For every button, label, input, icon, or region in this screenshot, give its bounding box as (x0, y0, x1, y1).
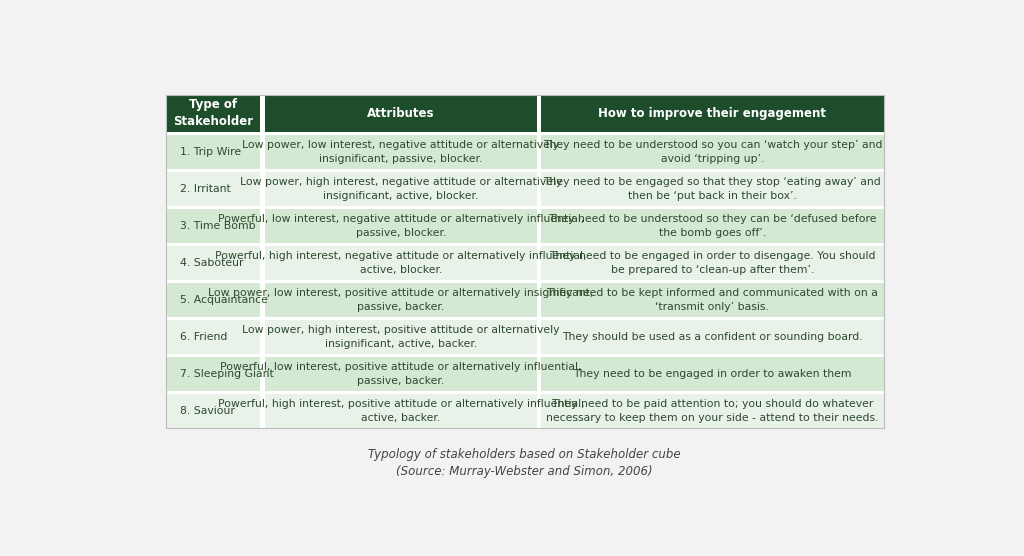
Bar (265, 135, 537, 169)
Bar (265, 357, 537, 391)
Text: 3. Time Bomb: 3. Time Bomb (180, 221, 256, 231)
Bar (542, 135, 884, 169)
Bar (542, 246, 884, 280)
Bar (542, 208, 884, 243)
Text: 2. Irritant: 2. Irritant (180, 184, 231, 194)
Bar (166, 95, 884, 429)
Text: 8. Saviour: 8. Saviour (180, 406, 236, 416)
Text: They need to be kept informed and communicated with on a
‘transmit only’ basis.: They need to be kept informed and commun… (547, 288, 879, 312)
Text: They need to be understood so you can ‘watch your step’ and
avoid ‘tripping up’.: They need to be understood so you can ‘w… (543, 140, 882, 163)
Text: Low power, high interest, positive attitude or alternatively
insignificant, acti: Low power, high interest, positive attit… (242, 325, 559, 349)
Text: They need to be understood so they can be ‘defused before
the bomb goes off’.: They need to be understood so they can b… (548, 214, 877, 238)
Bar (542, 172, 884, 206)
Text: Type of
Stakeholder: Type of Stakeholder (173, 98, 253, 128)
Bar (265, 283, 537, 317)
Text: Powerful, low interest, positive attitude or alternatively influential,
passive,: Powerful, low interest, positive attitud… (220, 363, 582, 386)
Text: Low power, high interest, negative attitude or alternatively
insignificant, acti: Low power, high interest, negative attit… (240, 177, 562, 201)
Bar (542, 95, 884, 132)
Bar (166, 172, 260, 206)
Text: 1. Trip Wire: 1. Trip Wire (180, 147, 242, 157)
Bar (166, 320, 260, 354)
Text: (Source: Murray-Webster and Simon, 2006): (Source: Murray-Webster and Simon, 2006) (396, 465, 653, 478)
Text: 7. Sleeping Giant: 7. Sleeping Giant (180, 369, 274, 379)
Bar (542, 320, 884, 354)
Text: How to improve their engagement: How to improve their engagement (598, 107, 826, 120)
Bar (166, 95, 260, 132)
Bar (265, 208, 537, 243)
Bar (166, 135, 260, 169)
Bar (166, 95, 884, 429)
Bar (542, 283, 884, 317)
Bar (265, 394, 537, 429)
Text: 4. Saboteur: 4. Saboteur (180, 258, 244, 268)
Text: Powerful, high interest, positive attitude or alternatively influential,
active,: Powerful, high interest, positive attitu… (217, 399, 584, 423)
Bar (265, 172, 537, 206)
Text: 5. Acquaintance: 5. Acquaintance (180, 295, 268, 305)
Text: They need to be engaged so that they stop ‘eating away’ and
then be ‘put back in: They need to be engaged so that they sto… (544, 177, 882, 201)
Bar (265, 246, 537, 280)
Bar (166, 357, 260, 391)
Bar (166, 283, 260, 317)
Text: Powerful, low interest, negative attitude or alternatively influential,
passive,: Powerful, low interest, negative attitud… (218, 214, 584, 238)
Bar (542, 394, 884, 429)
Bar (265, 95, 537, 132)
Text: They should be used as a confident or sounding board.: They should be used as a confident or so… (562, 332, 862, 342)
Text: Low power, low interest, negative attitude or alternatively
insignificant, passi: Low power, low interest, negative attitu… (243, 140, 559, 163)
Text: Powerful, high interest, negative attitude or alternatively influential,
active,: Powerful, high interest, negative attitu… (215, 251, 587, 275)
Bar (542, 357, 884, 391)
Text: They need to be engaged in order to awaken them: They need to be engaged in order to awak… (573, 369, 852, 379)
Bar (166, 394, 260, 429)
Bar (166, 208, 260, 243)
Text: Typology of stakeholders based on Stakeholder cube: Typology of stakeholders based on Stakeh… (369, 448, 681, 461)
Text: They need to be engaged in order to disengage. You should
be prepared to ‘clean-: They need to be engaged in order to dise… (549, 251, 876, 275)
Text: 6. Friend: 6. Friend (180, 332, 227, 342)
Bar (265, 320, 537, 354)
Text: Attributes: Attributes (367, 107, 434, 120)
Text: Low power, low interest, positive attitude or alternatively insignificant,
passi: Low power, low interest, positive attitu… (208, 288, 594, 312)
Text: They need to be paid attention to; you should do whatever
necessary to keep them: They need to be paid attention to; you s… (546, 399, 879, 423)
Bar (166, 246, 260, 280)
